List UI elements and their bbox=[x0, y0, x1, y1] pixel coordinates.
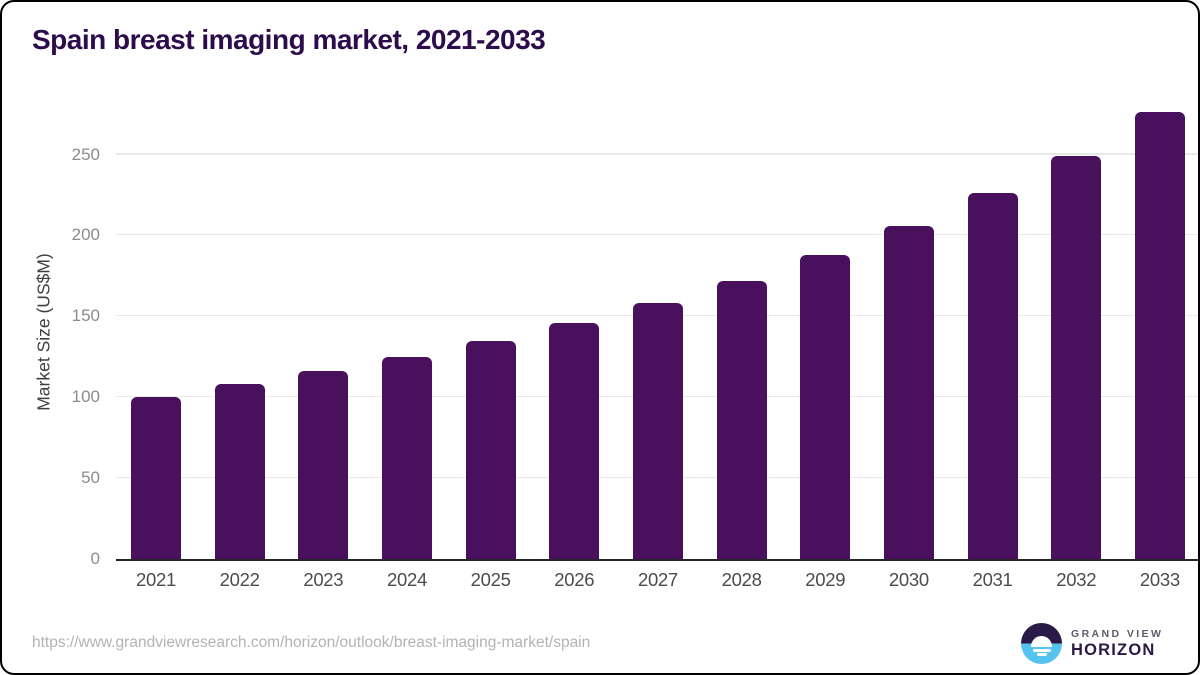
x-axis-label-2023: 2023 bbox=[303, 569, 344, 590]
bar-2028 bbox=[716, 280, 767, 559]
x-axis-label-2021: 2021 bbox=[136, 569, 176, 590]
gridline-200 bbox=[116, 233, 1198, 236]
x-axis-label-2022: 2022 bbox=[219, 569, 260, 590]
x-axis-label-2028: 2028 bbox=[721, 569, 762, 590]
sunrise-reflection-line bbox=[1036, 653, 1047, 656]
x-axis-labels: 2021 2022 2023 2024 2025 2026 2027 2028 2029 2030… bbox=[116, 569, 1198, 591]
x-axis-label-2025: 2025 bbox=[470, 569, 511, 590]
bar-2030 bbox=[883, 225, 934, 559]
y-axis-tick-100: 100 bbox=[71, 387, 100, 407]
bar-2026 bbox=[549, 322, 600, 559]
brand-logo-text: GRAND VIEW HORIZON bbox=[1071, 628, 1163, 660]
x-axis-label-2027: 2027 bbox=[637, 569, 678, 590]
bar-2031 bbox=[967, 193, 1018, 559]
bar-2023 bbox=[298, 371, 349, 559]
y-axis-tick-250: 250 bbox=[71, 144, 100, 164]
brand-logo: GRAND VIEW HORIZON bbox=[1021, 623, 1163, 664]
x-axis-label-2029: 2029 bbox=[805, 569, 846, 590]
x-axis-label-2030: 2030 bbox=[888, 569, 929, 590]
sunrise-dome-icon bbox=[1031, 636, 1052, 647]
bar-2029 bbox=[800, 254, 851, 559]
bar-2033 bbox=[1134, 112, 1185, 559]
brand-name-bottom: HORIZON bbox=[1071, 640, 1156, 659]
bar-2022 bbox=[214, 384, 265, 559]
plot-area bbox=[116, 106, 1198, 561]
sunrise-reflection-line bbox=[1032, 649, 1051, 652]
y-axis-ticks: 0 50 100 150 200 250 bbox=[2, 106, 100, 568]
gridline-250 bbox=[116, 153, 1198, 155]
bar-2025 bbox=[465, 340, 516, 559]
x-axis-label-2026: 2026 bbox=[554, 569, 595, 590]
x-axis-label-2024: 2024 bbox=[386, 569, 427, 590]
y-axis-tick-0: 0 bbox=[90, 549, 100, 568]
y-axis-tick-150: 150 bbox=[71, 306, 100, 326]
bar-2032 bbox=[1051, 156, 1102, 559]
x-axis-label-2033: 2033 bbox=[1139, 569, 1180, 590]
y-axis-tick-200: 200 bbox=[71, 225, 100, 245]
source-url: https://www.grandviewresearch.com/horizo… bbox=[32, 634, 591, 651]
chart-title: Spain breast imaging market, 2021-2033 bbox=[32, 24, 546, 55]
horizon-logo-icon bbox=[1021, 623, 1062, 664]
x-axis-label-2031: 2031 bbox=[972, 569, 1013, 590]
y-axis-tick-50: 50 bbox=[81, 468, 100, 488]
brand-name-top: GRAND VIEW bbox=[1071, 627, 1164, 640]
bar-2027 bbox=[632, 303, 683, 559]
x-axis-label-2032: 2032 bbox=[1056, 569, 1097, 590]
bar-2021 bbox=[131, 397, 181, 559]
bar-2024 bbox=[381, 356, 432, 559]
